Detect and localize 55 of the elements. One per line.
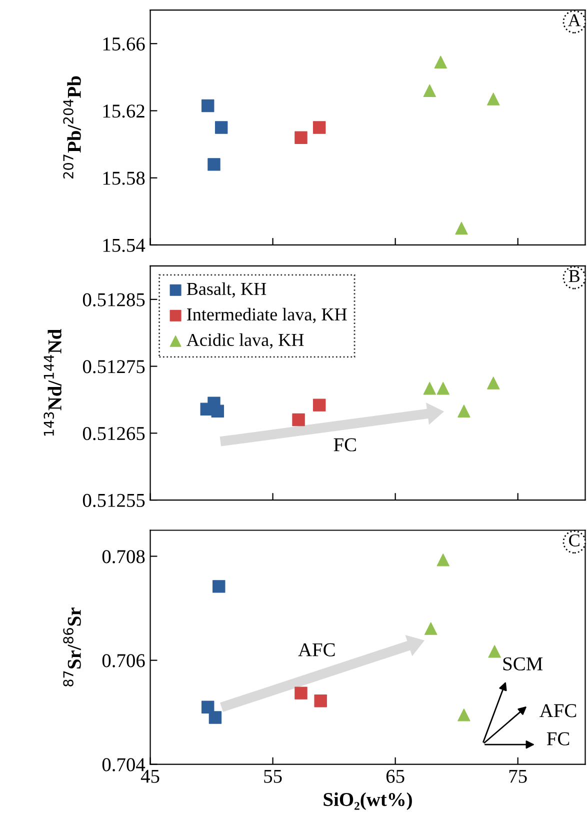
point (312, 398, 326, 412)
point (312, 121, 326, 134)
point (212, 580, 226, 593)
point (486, 92, 500, 106)
x-tick-label: 55 (264, 770, 282, 783)
legend-label: Intermediate lava, KH (187, 308, 347, 324)
y-tick-label: 15.62 (103, 104, 144, 118)
point (214, 121, 228, 134)
point (458, 404, 470, 418)
point (488, 645, 501, 658)
annotation: B (568, 270, 580, 282)
y-tick-label: 15.66 (103, 38, 145, 51)
x-axis-title: SiO₂(wt%) (324, 792, 412, 810)
y-axis-title: $^{143}$Nd/$^{144}$Nd (44, 329, 62, 436)
legend-label: Basalt, KH (186, 282, 266, 298)
point (201, 700, 214, 714)
annotation: AFC (540, 704, 576, 718)
point (208, 711, 222, 724)
point (294, 131, 308, 144)
point (314, 694, 327, 708)
annotation: C (569, 534, 580, 546)
y-tick-label: 0.51285 (82, 293, 145, 306)
x-tick-label: 75 (509, 770, 527, 783)
point (201, 99, 214, 112)
point (423, 382, 436, 395)
y-tick-label: 15.58 (103, 172, 145, 185)
point (434, 56, 448, 68)
annotation: FC (546, 732, 570, 746)
point (424, 622, 438, 635)
point (208, 158, 220, 171)
point (455, 222, 468, 235)
y-tick-label: 0.51255 (82, 494, 145, 508)
y-tick-label: 0.51275 (82, 360, 145, 374)
point (486, 376, 500, 390)
y-tick-label: 0.51265 (82, 426, 145, 440)
point (436, 554, 450, 566)
annotation: FC (334, 438, 356, 452)
annotation: A (568, 14, 581, 26)
point (294, 686, 308, 700)
legend-label: Acidic lava, KH (186, 333, 304, 349)
point (458, 708, 470, 722)
x-tick-label: 45 (140, 770, 160, 783)
x-tick-label: 65 (386, 770, 404, 783)
y-tick-label: 0.706 (102, 654, 145, 668)
y-axis-title: $^{207}$Pb/$^{204}$Pb (63, 76, 81, 178)
point (211, 404, 224, 418)
y-tick-label: 0.704 (102, 758, 146, 772)
y-tick-label: 15.54 (103, 238, 146, 252)
y-tick-label: 0.708 (102, 550, 145, 564)
y-axis-title: $^{87}$Sr/$^{86}$Sr (63, 608, 81, 686)
annotation: SCM (503, 657, 543, 670)
point (292, 413, 305, 426)
annotation: AFC (298, 643, 335, 656)
point (436, 382, 450, 395)
point (423, 84, 436, 97)
